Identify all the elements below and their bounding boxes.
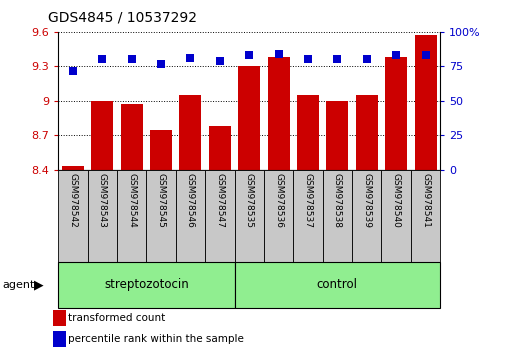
Text: GSM978540: GSM978540 <box>391 173 400 228</box>
Bar <box>296 95 318 170</box>
Point <box>274 51 282 57</box>
Text: agent: agent <box>3 280 35 290</box>
Text: ▶: ▶ <box>34 279 44 291</box>
Point <box>98 57 106 62</box>
Bar <box>62 166 84 170</box>
Text: GSM978536: GSM978536 <box>274 173 282 228</box>
Point <box>127 57 135 62</box>
Point <box>69 68 77 73</box>
Bar <box>234 170 264 262</box>
Bar <box>264 170 293 262</box>
Point <box>157 61 165 67</box>
Point <box>186 55 194 61</box>
Text: control: control <box>316 279 357 291</box>
Text: GSM978538: GSM978538 <box>332 173 341 228</box>
Point <box>333 57 341 62</box>
Point <box>391 52 399 58</box>
Text: transformed count: transformed count <box>68 313 165 323</box>
Bar <box>175 170 205 262</box>
Bar <box>384 57 407 170</box>
Bar <box>117 170 146 262</box>
Bar <box>267 57 289 170</box>
Bar <box>351 170 381 262</box>
Text: GSM978547: GSM978547 <box>215 173 224 228</box>
Bar <box>234 262 439 308</box>
Bar <box>326 101 348 170</box>
Text: GSM978546: GSM978546 <box>185 173 194 228</box>
Text: GSM978541: GSM978541 <box>420 173 429 228</box>
Point <box>304 57 312 62</box>
Bar <box>58 170 87 262</box>
Bar <box>179 95 201 170</box>
Point <box>362 57 370 62</box>
Bar <box>293 170 322 262</box>
Bar <box>87 170 117 262</box>
Bar <box>91 101 113 170</box>
Text: GSM978543: GSM978543 <box>97 173 107 228</box>
Point <box>215 58 223 64</box>
Point <box>421 52 429 58</box>
Text: GDS4845 / 10537292: GDS4845 / 10537292 <box>48 11 196 25</box>
Bar <box>209 126 230 170</box>
Bar <box>205 170 234 262</box>
Bar <box>410 170 439 262</box>
Bar <box>322 170 351 262</box>
Bar <box>149 130 172 170</box>
Text: streptozotocin: streptozotocin <box>104 279 188 291</box>
Bar <box>146 170 175 262</box>
Bar <box>414 35 436 170</box>
Bar <box>120 104 142 170</box>
Bar <box>355 95 377 170</box>
Text: GSM978539: GSM978539 <box>362 173 371 228</box>
Text: GSM978542: GSM978542 <box>68 173 77 227</box>
Point <box>245 52 253 58</box>
Bar <box>238 66 260 170</box>
Text: percentile rank within the sample: percentile rank within the sample <box>68 334 244 344</box>
Bar <box>381 170 410 262</box>
Text: GSM978535: GSM978535 <box>244 173 253 228</box>
Text: GSM978544: GSM978544 <box>127 173 136 227</box>
Bar <box>58 262 234 308</box>
Text: GSM978545: GSM978545 <box>156 173 165 228</box>
Text: GSM978537: GSM978537 <box>303 173 312 228</box>
